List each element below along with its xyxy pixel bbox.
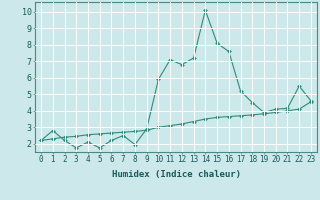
X-axis label: Humidex (Indice chaleur): Humidex (Indice chaleur): [111, 170, 241, 179]
